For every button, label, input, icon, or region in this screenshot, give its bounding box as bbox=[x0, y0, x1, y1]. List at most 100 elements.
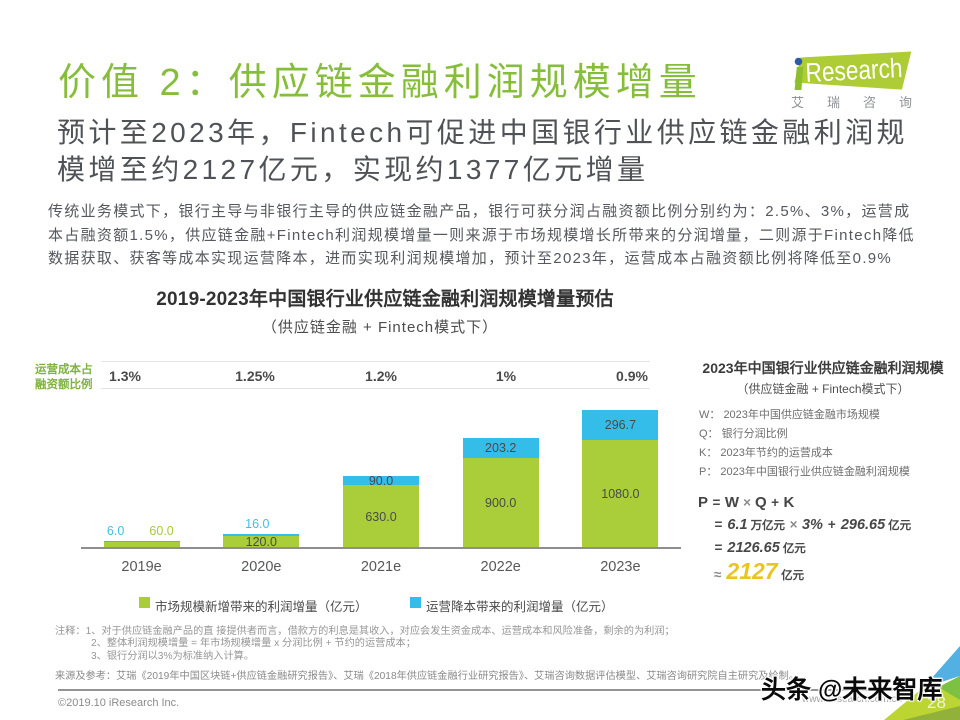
footer-divider bbox=[58, 689, 902, 691]
cost-ratio-value: 1.25% bbox=[235, 368, 275, 384]
bar-value-green-2021e: 630.0 bbox=[365, 509, 397, 524]
formula-part: Q bbox=[754, 494, 767, 511]
note-line1: 1、对于供应链金融产品的直 接提供者而言，借款方的利息是其收入，对应会发生资金成… bbox=[85, 626, 675, 637]
x-axis-label-2022e: 2022e bbox=[480, 559, 521, 575]
cost-ratio-row-label: 运营成本占 融资额比例 bbox=[35, 363, 93, 393]
page-subtitle: 预计至2023年，Fintech可促进中国银行业供应链金融利润规 模增至约212… bbox=[57, 114, 929, 188]
notes-label: 注释： bbox=[55, 626, 86, 637]
formula-part: = bbox=[714, 517, 723, 532]
formula-part: = bbox=[714, 540, 723, 555]
cost-ratio-value: 1.2% bbox=[365, 368, 397, 384]
legend-swatch-green bbox=[139, 597, 150, 608]
panel-definition-k: K： 2023年节约的运营成本 bbox=[699, 447, 833, 459]
cost-ratio-row-label-line2: 融资额比例 bbox=[35, 379, 93, 391]
bar-segment-blue-2021e bbox=[343, 476, 419, 485]
panel-definition-p: P： 2023年中国银行业供应链金融利润规模 bbox=[699, 466, 910, 478]
bar-value-blue-2022e: 203.2 bbox=[485, 441, 517, 455]
x-axis-label-2020e: 2020e bbox=[241, 559, 282, 575]
formula-part: ≈ bbox=[714, 567, 722, 582]
formula-part: 亿元 bbox=[782, 543, 806, 555]
source-line: 来源及参考：艾瑞《2019年中国区块链+供应链金融研究报告》、艾瑞《2018年供… bbox=[55, 671, 800, 682]
copyright-text: ©2019.10 iResearch Inc. bbox=[58, 697, 180, 709]
formula-part: 2127 bbox=[726, 558, 778, 584]
logo-banner-shape bbox=[794, 51, 912, 90]
formula-part: 2126.65 bbox=[727, 540, 780, 556]
formula-part: 万亿元 bbox=[750, 520, 786, 532]
page-number: 28 bbox=[927, 693, 946, 712]
logo-caption: 艾瑞咨询 bbox=[791, 95, 936, 110]
formula-part: × bbox=[743, 495, 751, 510]
formula-part: 296.65 bbox=[840, 517, 886, 533]
intro-line2: 本占融资额1.5%，供应链金融+Fintech利润规模增量一则来源于市场规模增长… bbox=[48, 226, 915, 244]
bar-segment-green-2019e bbox=[103, 542, 180, 548]
watermark-text: 头条 @未来智库 bbox=[761, 676, 943, 704]
panel-definition-q: Q： 银行分润比例 bbox=[699, 428, 788, 440]
formula-part: 亿元 bbox=[888, 520, 912, 532]
corner-triangle-lightgreen bbox=[884, 682, 960, 720]
cost-ratio-bottom-rule bbox=[101, 388, 650, 389]
bar-value-blue-2021e: 90.0 bbox=[368, 473, 394, 488]
intro-line1: 传统业务模式下，银行主导与非银行主导的供应链金融产品，银行可获分润占融资额比例分… bbox=[48, 203, 911, 220]
note-line2: 2、整体利润规模增量 = 年市场规模增量 x 分润比例 + 节约的运营成本； bbox=[91, 638, 416, 650]
page-title: 价值 2：供应链金融利润规模增量 bbox=[58, 62, 702, 104]
logo-i-dot bbox=[794, 57, 803, 66]
cost-ratio-row-label-line1: 运营成本占 bbox=[35, 364, 93, 376]
formula-part: = bbox=[712, 495, 721, 510]
panel-definition-w: W： 2023年中国供应链金融市场规模 bbox=[699, 409, 880, 421]
x-axis-label-2021e: 2021e bbox=[360, 559, 402, 575]
page-subtitle-line1: 预计至2023年，Fintech可促进中国银行业供应链金融利润规 bbox=[57, 117, 908, 148]
bar-value-blue-2023e: 296.7 bbox=[604, 418, 637, 432]
bar-segment-green-2020e bbox=[223, 536, 300, 548]
bar-value-blue-2020e: 16.0 bbox=[245, 516, 270, 531]
legend-label-cost-saving: 运营降本带来的利润增量（亿元） bbox=[426, 600, 614, 614]
note-line3: 3、银行分润以3%为标准纳入计算。 bbox=[91, 650, 255, 662]
intro-paragraph: 传统业务模式下，银行主导与非银行主导的供应链金融产品，银行可获分润占融资额比例分… bbox=[48, 200, 915, 271]
bar-segment-green-2021e bbox=[343, 485, 419, 548]
formula-part: + bbox=[771, 495, 780, 510]
x-axis-label-2023e: 2023e bbox=[600, 559, 641, 575]
panel-subtitle: （供应链金融 + Fintech模式下） bbox=[736, 382, 910, 396]
chart-title: 2019-2023年中国银行业供应链金融利润规模增量预估 bbox=[156, 289, 614, 310]
legend-label-market-growth: 市场规模新增带来的利润增量（亿元） bbox=[155, 600, 368, 614]
bar-segment-blue-2020e bbox=[223, 534, 300, 536]
formula-line-2: = 6.1 万亿元 × 3% +296.65 亿元 bbox=[711, 516, 913, 534]
bar-segment-blue-2022e bbox=[462, 438, 539, 458]
bar-value-blue-2019e: 6.0 bbox=[106, 523, 125, 538]
formula-line-4: ≈2127 亿元 bbox=[711, 558, 806, 585]
corner-triangle-blue bbox=[923, 646, 960, 688]
notes-block: 注释：1、对于供应链金融产品的直 接提供者而言，借款方的利息是其收入，对应会发生… bbox=[55, 626, 675, 663]
x-axis-label-2019e: 2019e bbox=[121, 559, 162, 575]
bar-segment-blue-2023e bbox=[582, 410, 659, 440]
chart-subtitle: （供应链金融 + Fintech模式下） bbox=[261, 319, 499, 336]
legend-swatch-blue bbox=[410, 597, 421, 608]
cost-ratio-value: 1.3% bbox=[109, 368, 141, 384]
cost-ratio-value: 1% bbox=[495, 368, 517, 384]
page-subtitle-line2: 模增至约2127亿元，实现约1377亿元增量 bbox=[57, 154, 649, 185]
corner-triangle-olive bbox=[903, 706, 960, 720]
formula-part: K bbox=[783, 494, 795, 511]
formula-line-3: = 2126.65 亿元 bbox=[711, 539, 807, 557]
formula-part: 6.1 bbox=[727, 517, 748, 533]
bar-segment-blue-2019e bbox=[103, 541, 180, 542]
formula-part: 亿元 bbox=[781, 570, 805, 582]
logo-brand-text: Research bbox=[805, 53, 903, 88]
formula-part: W bbox=[724, 494, 740, 511]
bar-value-green-2019e: 60.0 bbox=[149, 523, 174, 538]
bar-value-green-2020e: 120.0 bbox=[245, 535, 277, 549]
x-axis-line bbox=[81, 546, 681, 549]
formula-part: × bbox=[789, 517, 798, 532]
bar-segment-green-2022e bbox=[462, 458, 539, 548]
bar-value-green-2023e: 1080.0 bbox=[601, 487, 640, 501]
bar-value-green-2022e: 900.0 bbox=[485, 496, 517, 510]
formula-part: 3% bbox=[801, 517, 823, 533]
cost-ratio-top-rule bbox=[101, 361, 650, 362]
website-text: www.iresearch.com.cn bbox=[802, 694, 903, 705]
formula-part: P bbox=[698, 494, 709, 511]
formula-part: + bbox=[827, 517, 836, 532]
formula-line-1: P = W × Q + K bbox=[697, 494, 795, 512]
corner-decoration bbox=[884, 646, 960, 720]
panel-title: 2023年中国银行业供应链金融利润规模 bbox=[702, 360, 944, 376]
iresearch-logo: Research bbox=[794, 51, 912, 90]
logo-i-stem bbox=[794, 67, 804, 90]
cost-ratio-value: 0.9% bbox=[616, 368, 648, 384]
